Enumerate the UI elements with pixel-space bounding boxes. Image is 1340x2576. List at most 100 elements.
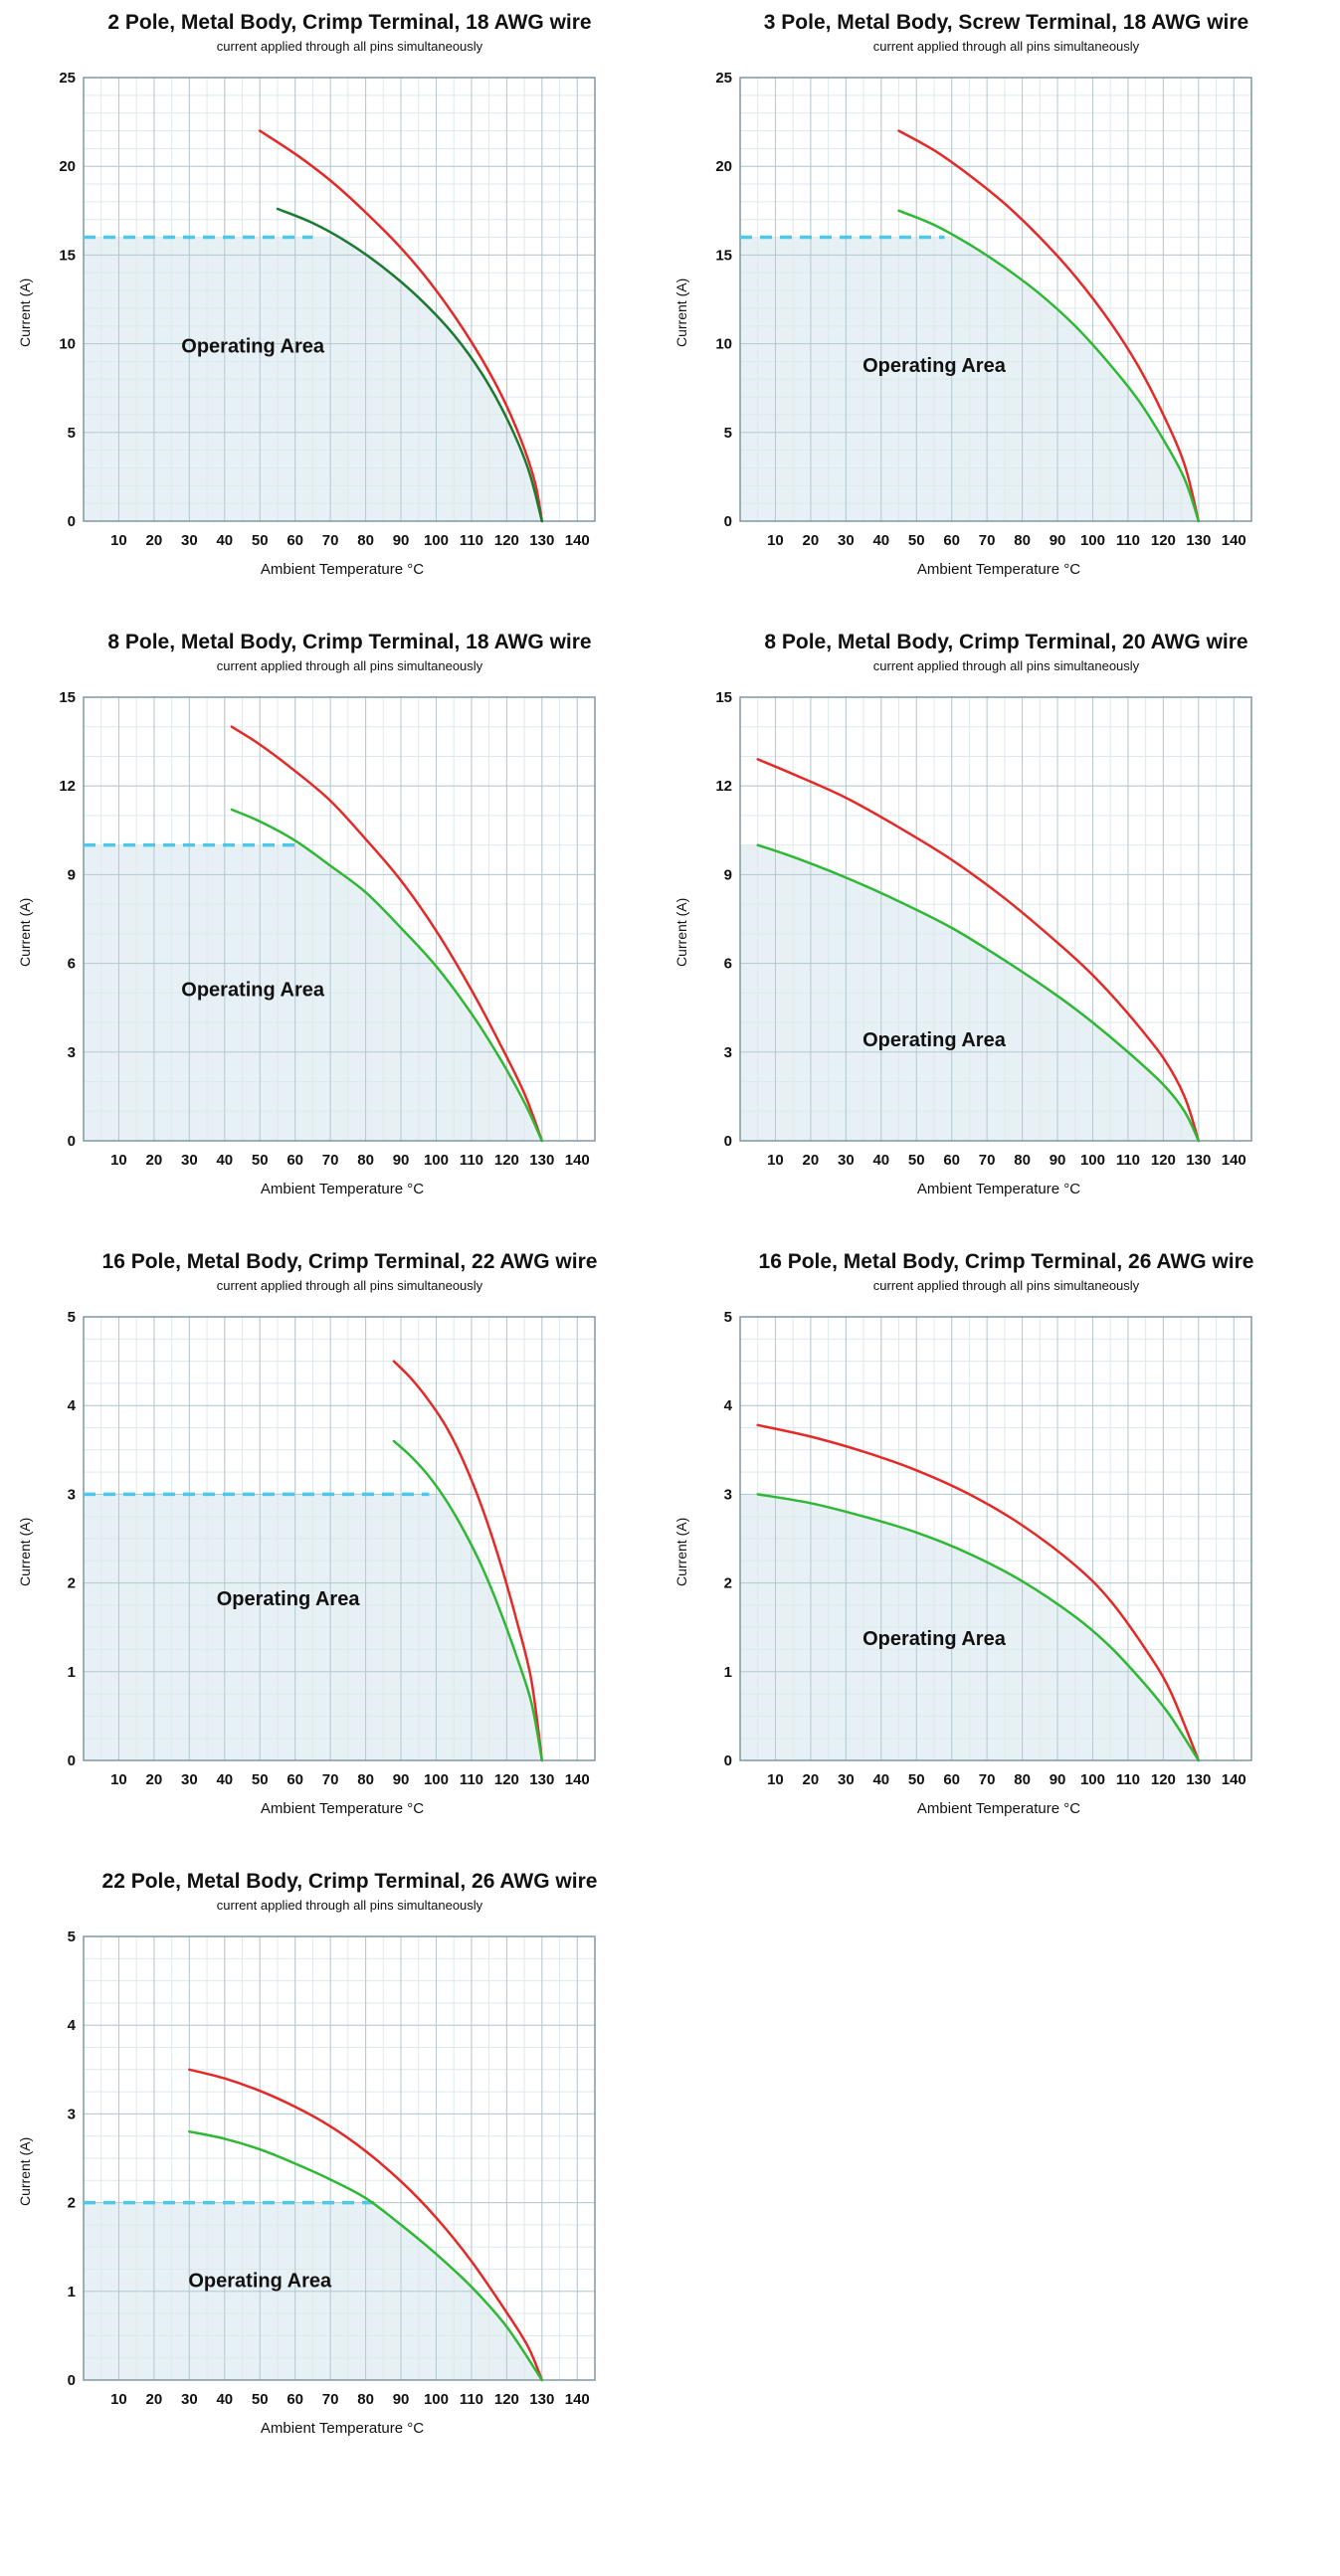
chart-card: 3 Pole, Metal Body, Screw Terminal, 18 A… [670,10,1312,578]
chart-card: 16 Pole, Metal Body, Crimp Terminal, 22 … [14,1249,656,1817]
x-tick-label: 10 [110,1152,127,1169]
y-tick-label: 1 [68,1664,76,1681]
y-tick-label: 2 [68,2195,76,2212]
plot-border [83,1935,596,2381]
y-tick-label: 20 [715,158,732,175]
x-tick-label: 60 [287,1152,303,1169]
y-tick-label: 1 [724,1664,732,1681]
y-tick-label: 0 [724,1133,732,1150]
plot-border [83,696,596,1142]
x-tick-label: 50 [908,532,925,549]
y-axis-label: Current (A) [17,277,33,347]
x-tick-label: 100 [424,1152,449,1169]
x-tick-label: 20 [803,1152,820,1169]
y-tick-label: 0 [724,513,732,530]
y-axis-label: Current (A) [673,277,689,347]
lower-derating-curve [188,2129,544,2382]
x-tick-label: 130 [529,1152,554,1169]
upper-derating-curve [392,1360,544,1762]
y-tick-label: 10 [59,336,76,353]
x-tick-label: 70 [322,1152,339,1169]
upper-derating-curve [756,758,1201,1143]
chart-subtitle: current applied through all pins simulta… [216,1278,483,1293]
chart-title: 16 Pole, Metal Body, Crimp Terminal, 26 … [758,1250,1254,1273]
x-tick-label: 140 [1222,1152,1246,1169]
y-tick-label: 12 [715,778,732,795]
x-tick-label: 130 [529,2391,554,2408]
x-tick-label: 80 [357,1771,374,1788]
y-tick-label: 10 [715,336,732,353]
chart-subtitle: current applied through all pins simulta… [216,1898,483,1913]
plot-border [739,1316,1252,1761]
chart-plot: Operating Area 0 1 2 3 4 5 10 20 30 40 50 60 70 80 90 10… [68,1929,596,2408]
x-tick-label: 50 [252,1771,269,1788]
x-tick-label: 90 [393,1152,410,1169]
operating-area-label: Operating Area [181,336,325,358]
x-tick-label: 70 [979,532,996,549]
x-tick-label: 140 [565,1771,590,1788]
y-tick-label: 15 [715,689,732,706]
y-tick-label: 5 [68,1309,76,1326]
y-tick-label: 4 [68,1397,77,1414]
y-tick-label: 5 [68,425,76,442]
y-axis-label: Current (A) [17,1517,33,1586]
x-tick-label: 130 [1186,532,1211,549]
x-tick-label: 80 [357,2391,374,2408]
x-tick-label: 10 [767,1152,784,1169]
x-tick-label: 20 [803,532,820,549]
x-tick-label: 60 [943,1152,960,1169]
x-tick-label: 110 [460,1152,483,1169]
x-tick-label: 130 [529,532,554,549]
upper-derating-curve [188,2068,544,2382]
x-tick-label: 10 [110,2391,127,2408]
x-tick-label: 120 [1151,1771,1176,1788]
x-tick-label: 30 [181,1771,198,1788]
x-tick-label: 40 [872,1152,889,1169]
x-tick-label: 110 [1116,1771,1140,1788]
x-axis-label: Ambient Temperature °C [260,1181,425,1197]
x-tick-label: 20 [146,1771,163,1788]
x-tick-label: 100 [1080,1152,1105,1169]
y-tick-label: 9 [724,866,732,883]
x-tick-label: 70 [979,1771,996,1788]
x-tick-label: 50 [908,1152,925,1169]
y-tick-label: 0 [68,1133,76,1150]
y-axis-label: Current (A) [17,897,33,967]
x-tick-label: 120 [1151,1152,1176,1169]
x-tick-label: 110 [1116,1152,1140,1169]
x-tick-label: 120 [494,2391,519,2408]
operating-area-label: Operating Area [217,1588,361,1610]
x-tick-label: 20 [146,532,163,549]
chart-plot: Operating Area 0 5 10 15 20 25 10 20 30 40 50 60 70 80… [715,70,1252,549]
chart-card: 8 Pole, Metal Body, Crimp Terminal, 20 A… [670,630,1312,1197]
x-tick-label: 100 [1080,532,1105,549]
x-tick-label: 120 [494,1152,519,1169]
y-tick-label: 5 [724,1309,732,1326]
y-tick-label: 0 [68,1752,76,1769]
chart-subtitle: current applied through all pins simulta… [872,658,1140,673]
x-tick-label: 60 [943,1771,960,1788]
y-tick-label: 1 [68,2284,76,2300]
x-tick-label: 80 [1014,1771,1031,1788]
lower-derating-curve [756,1493,1201,1762]
x-tick-label: 40 [872,1771,889,1788]
x-tick-label: 140 [1222,532,1246,549]
chart-card: 22 Pole, Metal Body, Crimp Terminal, 26 … [14,1869,656,2437]
y-tick-label: 6 [68,956,76,973]
x-tick-label: 90 [1050,1152,1066,1169]
y-tick-label: 4 [68,2017,77,2034]
y-tick-label: 12 [59,778,76,795]
x-tick-label: 20 [146,2391,163,2408]
upper-derating-curve [230,725,544,1143]
chart-plot: Operating Area 0 5 10 15 20 25 10 20 30 40 50 60 70 80… [59,70,596,549]
x-tick-label: 70 [322,532,339,549]
chart-card: 2 Pole, Metal Body, Crimp Terminal, 18 A… [14,10,656,578]
x-tick-label: 60 [287,1771,303,1788]
x-tick-label: 110 [460,1771,483,1788]
x-tick-label: 40 [872,532,889,549]
x-tick-label: 10 [110,1771,127,1788]
x-tick-label: 130 [1186,1152,1211,1169]
x-tick-label: 70 [322,1771,339,1788]
lower-derating-curve [897,209,1201,523]
x-tick-label: 10 [767,1771,784,1788]
